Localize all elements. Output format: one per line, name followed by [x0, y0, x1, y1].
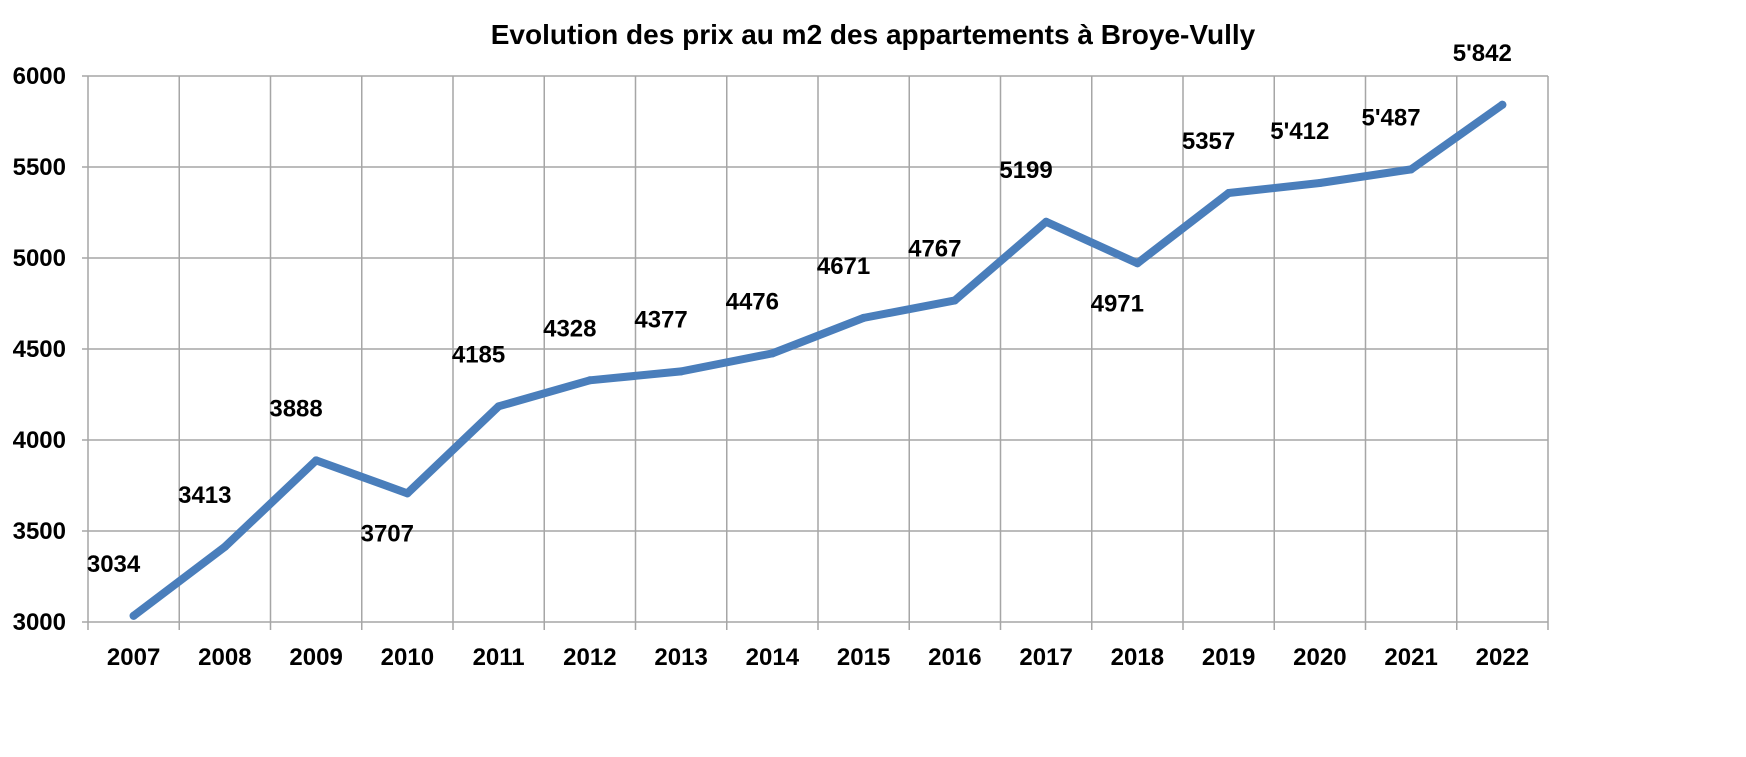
data-point	[1498, 100, 1507, 109]
x-tick-label: 2010	[381, 644, 434, 671]
data-point	[1315, 179, 1324, 188]
data-label: 5357	[1182, 128, 1235, 155]
data-label: 3888	[269, 395, 322, 422]
data-label: 4328	[543, 315, 596, 342]
x-tick-label: 2011	[473, 644, 525, 671]
data-label: 3413	[178, 482, 231, 509]
x-tick-label: 2016	[928, 644, 981, 671]
data-point	[1407, 165, 1416, 174]
x-axis-ticks: 2007 2008 2009 2010 2011 2012 2013 2014 2015 2016…	[107, 644, 1529, 671]
data-point	[585, 376, 594, 385]
data-label: 4671	[817, 253, 870, 280]
data-label: 4971	[1091, 290, 1144, 317]
data-label: 4476	[726, 288, 779, 315]
y-tick-label: 3500	[13, 518, 66, 545]
x-tick-label: 2017	[1019, 644, 1072, 671]
data-label: 5199	[999, 157, 1052, 184]
data-point	[1042, 217, 1051, 226]
data-point	[768, 349, 777, 358]
x-tick-label: 2007	[107, 644, 160, 671]
data-point	[494, 402, 503, 411]
data-point	[950, 296, 959, 305]
x-tick-label: 2020	[1293, 644, 1346, 671]
y-tick-label: 4500	[13, 336, 66, 363]
grid	[82, 75, 1549, 630]
data-label: 4185	[452, 341, 505, 368]
chart-title: Evolution des prix au m2 des appartement…	[491, 19, 1256, 50]
data-point	[1224, 189, 1233, 198]
x-tick-label: 2018	[1111, 644, 1164, 671]
data-label: 5'487	[1361, 104, 1420, 131]
data-label: 4767	[908, 235, 961, 262]
data-point	[129, 611, 138, 620]
y-tick-label: 4000	[13, 427, 66, 454]
x-tick-label: 2012	[563, 644, 616, 671]
x-tick-label: 2009	[289, 644, 342, 671]
data-labels: 3034 3413 3888 3707 4185 4328 4377 4476 4671 4767…	[87, 40, 1512, 578]
y-axis-ticks: 3000 3500 4000 4500 5000 5500 6000	[13, 63, 66, 636]
data-point	[677, 367, 686, 376]
x-tick-label: 2008	[198, 644, 251, 671]
data-label: 3707	[361, 520, 414, 547]
data-point	[312, 456, 321, 465]
data-point	[859, 313, 868, 322]
x-tick-label: 2014	[746, 644, 800, 671]
data-label: 3034	[87, 551, 141, 578]
data-point	[1133, 259, 1142, 268]
data-point	[220, 542, 229, 551]
series-line-layer	[129, 100, 1507, 620]
x-tick-label: 2021	[1384, 644, 1437, 671]
series-line	[129, 100, 1507, 620]
y-tick-label: 6000	[13, 63, 66, 90]
y-tick-label: 5500	[13, 154, 66, 181]
y-tick-label: 3000	[13, 609, 66, 636]
y-tick-label: 5000	[13, 245, 66, 272]
data-label: 4377	[634, 306, 687, 333]
data-label: 5'842	[1453, 40, 1512, 67]
x-tick-label: 2013	[654, 644, 707, 671]
x-tick-label: 2022	[1476, 644, 1529, 671]
data-label: 5'412	[1270, 118, 1329, 145]
x-tick-label: 2015	[837, 644, 890, 671]
data-point	[403, 489, 412, 498]
x-tick-label: 2019	[1202, 644, 1255, 671]
